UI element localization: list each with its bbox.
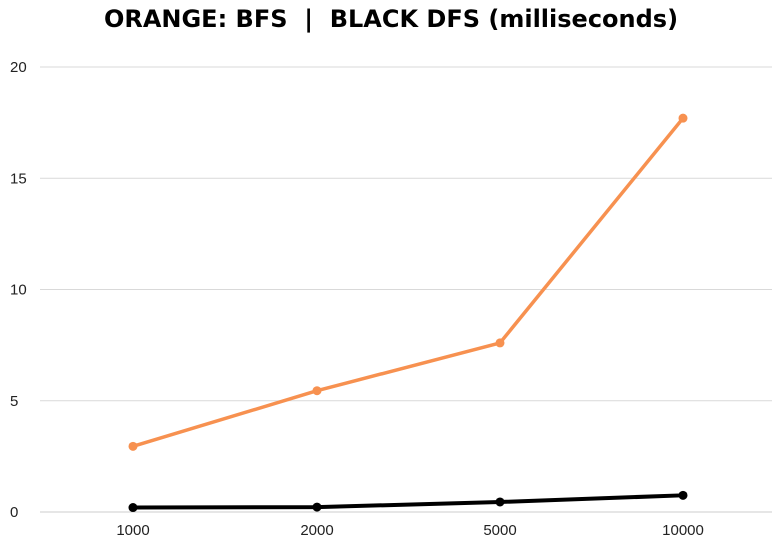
data-point-dfs-2000 xyxy=(312,502,322,512)
chart-title: ORANGE: BFS | BLACK DFS (milliseconds) xyxy=(104,5,678,33)
data-point-bfs-5000 xyxy=(495,338,505,348)
series-line-dfs xyxy=(131,493,685,510)
data-point-bfs-10000 xyxy=(678,113,688,123)
y-tick-label-15: 15 xyxy=(10,170,27,187)
data-point-dfs-10000 xyxy=(678,490,688,500)
x-tick-label-5000: 5000 xyxy=(483,522,516,539)
y-axis-tick-labels: 0 5 10 15 20 xyxy=(10,59,27,521)
series-dfs xyxy=(128,490,688,513)
x-tick-label-1000: 1000 xyxy=(116,522,149,539)
x-tick-label-10000: 10000 xyxy=(662,522,704,539)
gridlines xyxy=(40,66,772,513)
y-tick-label-0: 0 xyxy=(10,504,18,521)
x-axis-tick-labels: 1000 2000 5000 10000 xyxy=(116,522,704,539)
data-point-bfs-1000 xyxy=(128,441,138,451)
series-line-bfs xyxy=(131,116,685,449)
data-point-bfs-2000 xyxy=(312,386,322,396)
data-point-dfs-5000 xyxy=(495,497,505,507)
y-tick-label-5: 5 xyxy=(10,393,18,410)
series-bfs xyxy=(128,113,688,451)
x-tick-label-2000: 2000 xyxy=(300,522,333,539)
y-tick-label-10: 10 xyxy=(10,282,27,299)
series-group xyxy=(128,113,688,513)
y-tick-label-20: 20 xyxy=(10,59,27,76)
data-point-dfs-1000 xyxy=(128,503,138,513)
